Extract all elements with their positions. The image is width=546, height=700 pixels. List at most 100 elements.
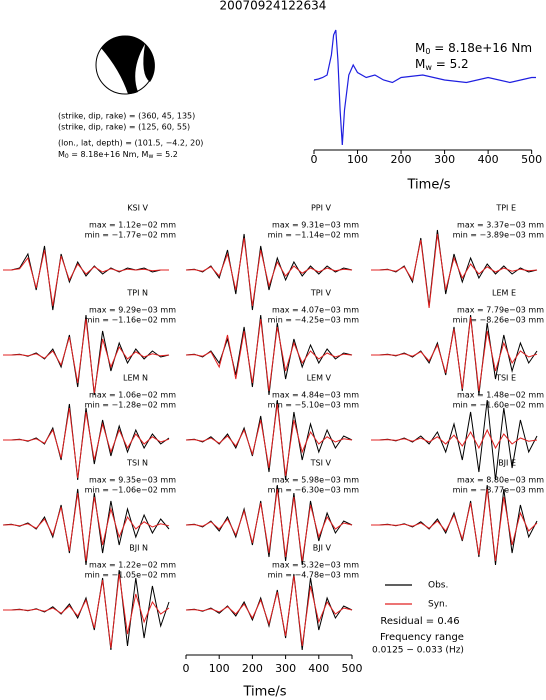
max-label: max = 7.79e−03 mm [457,306,544,315]
annotation-part: = 5.2 [153,150,178,159]
max-label: max = 1.12e−02 mm [89,221,176,230]
freq-range: 0.0125 − 0.033 (Hz) [372,646,464,656]
x-tick-label: 0 [311,153,318,166]
stf-line [313,29,536,146]
min-label: min = −8.26e−03 mm [453,316,545,325]
residual: Residual = 0.46 [380,616,459,627]
legend-label: Obs. [428,581,448,591]
station-label: BJI N [129,544,148,553]
x-tick-label: 200 [242,662,263,675]
label-part: w [425,63,432,72]
min-label: min = −1.06e−02 mm [85,486,177,495]
trace-obs [185,314,353,396]
trace-syn [371,488,538,562]
min-label: min = −1.28e−02 mm [85,401,177,410]
label-part: M [415,41,425,55]
min-label: min = −1.60e−02 mm [453,401,545,410]
label-part: 0 [425,47,430,56]
trace-obs [185,573,353,651]
station-label: TSI E [495,374,516,383]
max-label: max = 5.98e−03 mm [272,476,359,485]
max-label: max = 3.37e−03 mm [457,221,544,230]
x-axis-label: Time/s [243,685,287,700]
station-label: TSI N [126,459,148,468]
title: 20070924122634 [220,0,327,13]
min-label: min = −3.89e−03 mm [453,231,545,240]
label-part: = 8.18e+16 Nm [430,41,532,55]
mw-label: Mw = 5.2 [415,57,469,72]
trace-obs [2,488,170,566]
max-label: max = 1.22e−02 mm [89,561,176,570]
trace-syn [371,316,538,392]
annotation-part: 0 [65,153,69,160]
min-label: min = −8.77e−03 mm [453,486,545,495]
freq-title: Frequency range [380,632,464,643]
min-label: min = −4.78e−03 mm [268,571,360,580]
max-label: max = 5.32e−03 mm [272,561,359,570]
annotation-part: = 8.18e+16 Nm, M [69,150,149,159]
trace-syn [185,575,353,647]
station-label: TPI E [495,204,516,213]
m0-label: M0 = 8.18e+16 Nm [415,41,532,56]
x-tick-label: 100 [209,662,230,675]
trace-syn [2,492,170,562]
x-tick-label: 200 [391,153,412,166]
x-tick-label: 500 [342,662,363,675]
annotation: M0 = 8.18e+16 Nm, Mw = 5.2 [58,150,178,160]
station-label: LEM V [307,374,332,383]
trace-syn [3,573,170,649]
x-tick-label: 500 [521,153,542,166]
x-tick-label: 100 [347,153,368,166]
station-label: BJI V [313,544,332,553]
station-label: PPI V [311,204,332,213]
annotation-part: w [148,153,153,160]
station-label: LEM N [123,374,148,383]
x-tick-label: 0 [183,662,190,675]
label-part: M [415,57,425,71]
min-label: min = −1.77e−02 mm [85,231,177,240]
min-label: min = −1.14e−02 mm [268,231,360,240]
x-tick-label: 400 [478,153,499,166]
trace-obs [3,314,170,396]
x-tick-label: 400 [308,662,329,675]
annotation: (lon., lat, depth) = (101.5, −4.2, 20) [58,139,203,148]
min-label: min = −4.25e−03 mm [268,316,360,325]
max-label: max = 1.48e−02 mm [457,391,544,400]
max-label: max = 4.07e−03 mm [272,306,359,315]
x-axis-label: Time/s [407,178,451,193]
beachball [95,35,155,95]
trace-syn [185,318,353,392]
station-label: TSI V [310,459,332,468]
x-tick-label: 300 [434,153,455,166]
station-label: KSI V [127,204,148,213]
max-label: max = 8.80e−03 mm [457,476,544,485]
annotation: (strike, dip, rake) = (360, 45, 135) [58,112,195,121]
label-part: = 5.2 [432,57,469,71]
trace-syn [185,488,353,562]
trace-syn [185,403,353,477]
max-label: max = 9.35e−03 mm [89,476,176,485]
annotation: (strike, dip, rake) = (125, 60, 55) [58,123,190,132]
trace-obs [185,233,353,311]
station-label: TPI V [310,289,332,298]
max-label: max = 4.84e−03 mm [272,391,359,400]
max-label: max = 1.06e−02 mm [89,391,176,400]
max-label: max = 9.29e−03 mm [89,306,176,315]
trace-syn [371,233,538,309]
min-label: min = −5.10e−03 mm [268,401,360,410]
station-label: LEM E [492,289,516,298]
trace-syn [371,428,538,450]
trace-syn [185,237,353,307]
station-label: TPI N [126,289,148,298]
min-label: min = −1.16e−02 mm [85,316,177,325]
x-tick-label: 300 [275,662,296,675]
trace-obs [3,245,169,311]
min-label: min = −6.30e−03 mm [268,486,360,495]
trace-syn [3,407,170,479]
legend-label: Syn. [428,600,448,610]
trace-syn [3,318,170,394]
max-label: max = 9.31e−03 mm [272,221,359,230]
min-label: min = −1.05e−02 mm [85,571,177,580]
annotation-part: M [58,150,65,159]
